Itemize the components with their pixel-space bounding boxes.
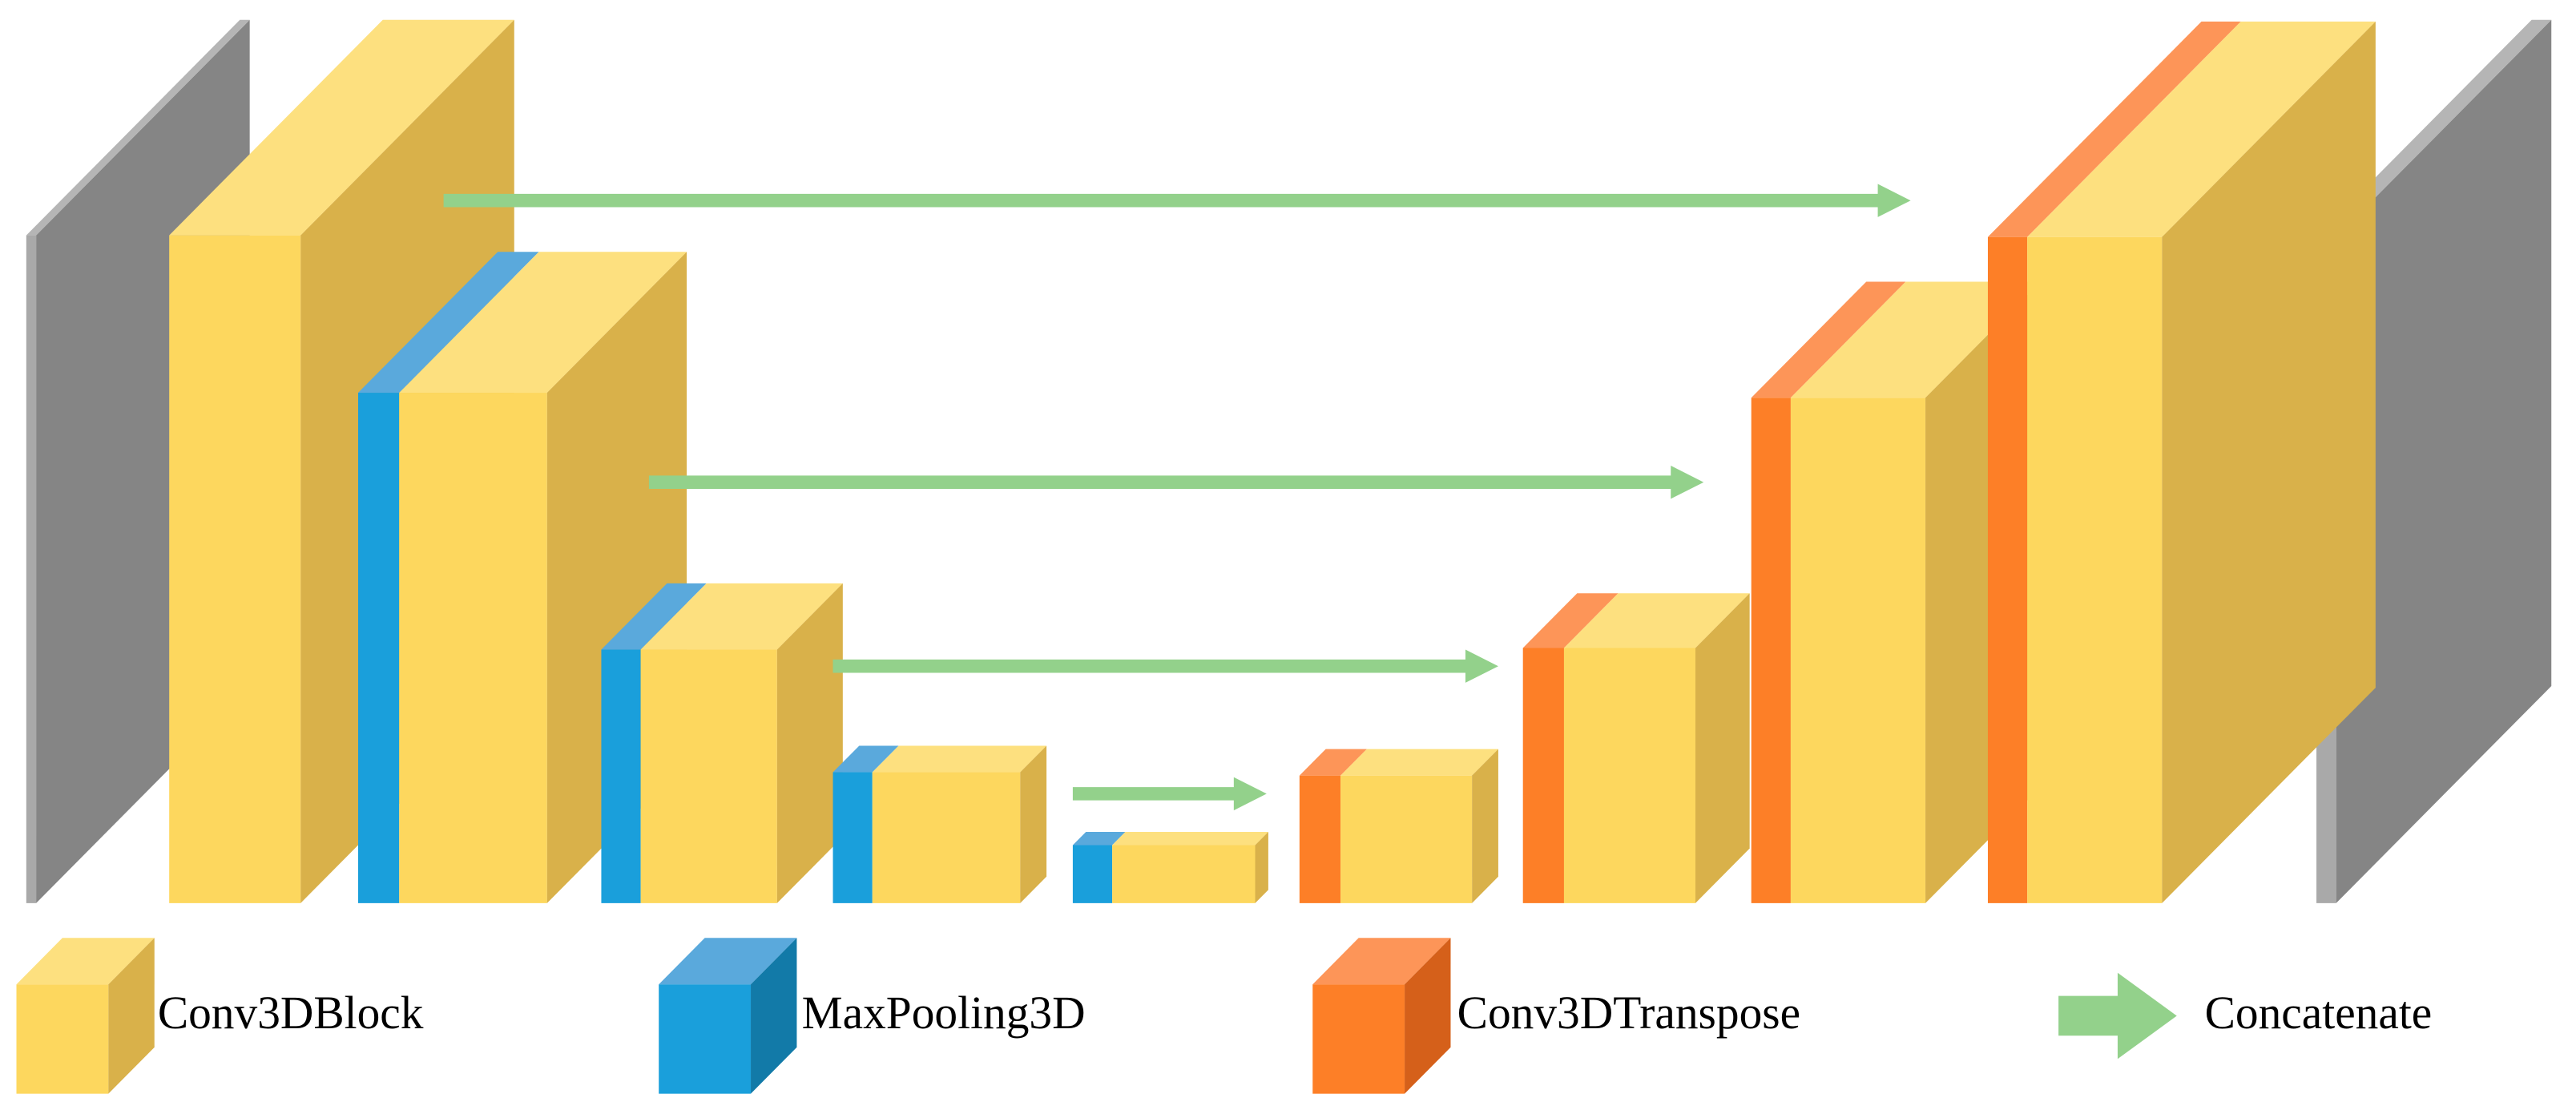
front-face — [872, 772, 1021, 903]
side-face — [776, 583, 843, 903]
top-face — [357, 252, 539, 394]
legend-icon — [2058, 972, 2177, 1060]
top-face — [832, 745, 899, 773]
front-face — [640, 649, 777, 903]
top-face — [399, 252, 687, 394]
legend-label: Conv3DBlock — [158, 988, 424, 1039]
front-face — [1987, 236, 2028, 903]
skip-connections — [443, 184, 1911, 811]
top-face — [169, 19, 514, 236]
arrow — [648, 466, 1704, 499]
top-face — [1522, 593, 1619, 648]
front-face — [1312, 984, 1405, 1094]
layer-block — [601, 583, 843, 903]
top-face — [1987, 21, 2241, 237]
front-face — [1072, 845, 1113, 903]
side-face — [1020, 745, 1047, 903]
top-face — [601, 583, 707, 650]
front-face — [1790, 398, 1926, 903]
front-face — [832, 772, 873, 903]
side-face — [2162, 21, 2376, 903]
top-face — [1790, 281, 2041, 398]
layer-block — [1072, 831, 1268, 903]
side-face — [1255, 831, 1268, 903]
top-face — [640, 583, 843, 650]
front-face — [16, 984, 109, 1094]
side-face — [1695, 593, 1750, 903]
front-face — [1299, 775, 1341, 903]
top-face — [1072, 831, 1126, 846]
top-face — [2027, 21, 2376, 237]
arrow — [2058, 972, 2177, 1060]
top-face — [1563, 593, 1750, 648]
side-face — [1405, 938, 1451, 1094]
arrow — [832, 649, 1498, 683]
top-face — [1112, 831, 1268, 846]
legend-label: MaxPooling3D — [802, 988, 1086, 1039]
slab-front — [26, 235, 37, 903]
front-face — [399, 393, 547, 903]
side-face — [751, 938, 797, 1094]
front-face — [1751, 398, 1791, 903]
front-face — [169, 235, 301, 903]
front-face — [357, 393, 400, 903]
legend-label: Conv3DTranspose — [1457, 988, 1800, 1039]
front-face — [1112, 845, 1256, 903]
layer-block — [1987, 21, 2376, 903]
legend: Conv3DBlock MaxPooling3D Conv3DTranspose… — [16, 938, 2433, 1094]
slab-edge — [26, 19, 250, 236]
top-face — [1340, 749, 1498, 776]
layer-block — [832, 745, 1047, 903]
side-face — [1472, 749, 1498, 903]
legend-label: Concatenate — [2205, 988, 2433, 1039]
arrow — [1072, 777, 1267, 811]
front-face — [2027, 236, 2163, 903]
layer-block — [1299, 749, 1498, 903]
front-face — [1340, 775, 1473, 903]
top-face — [1299, 749, 1367, 776]
layer-block — [1522, 593, 1750, 903]
legend-icon — [16, 938, 155, 1094]
network-blocks — [26, 19, 2552, 903]
legend-icon — [659, 938, 797, 1094]
top-face — [1751, 281, 1906, 398]
side-face — [108, 938, 155, 1094]
layer-block — [357, 252, 687, 903]
front-face — [659, 984, 752, 1094]
legend-icon — [1312, 938, 1451, 1094]
front-face — [1563, 648, 1695, 903]
slab-face — [2336, 19, 2552, 903]
top-face — [16, 938, 155, 985]
front-face — [601, 649, 641, 903]
top-face — [872, 745, 1047, 773]
front-face — [1522, 648, 1564, 903]
arrow — [443, 184, 1911, 217]
